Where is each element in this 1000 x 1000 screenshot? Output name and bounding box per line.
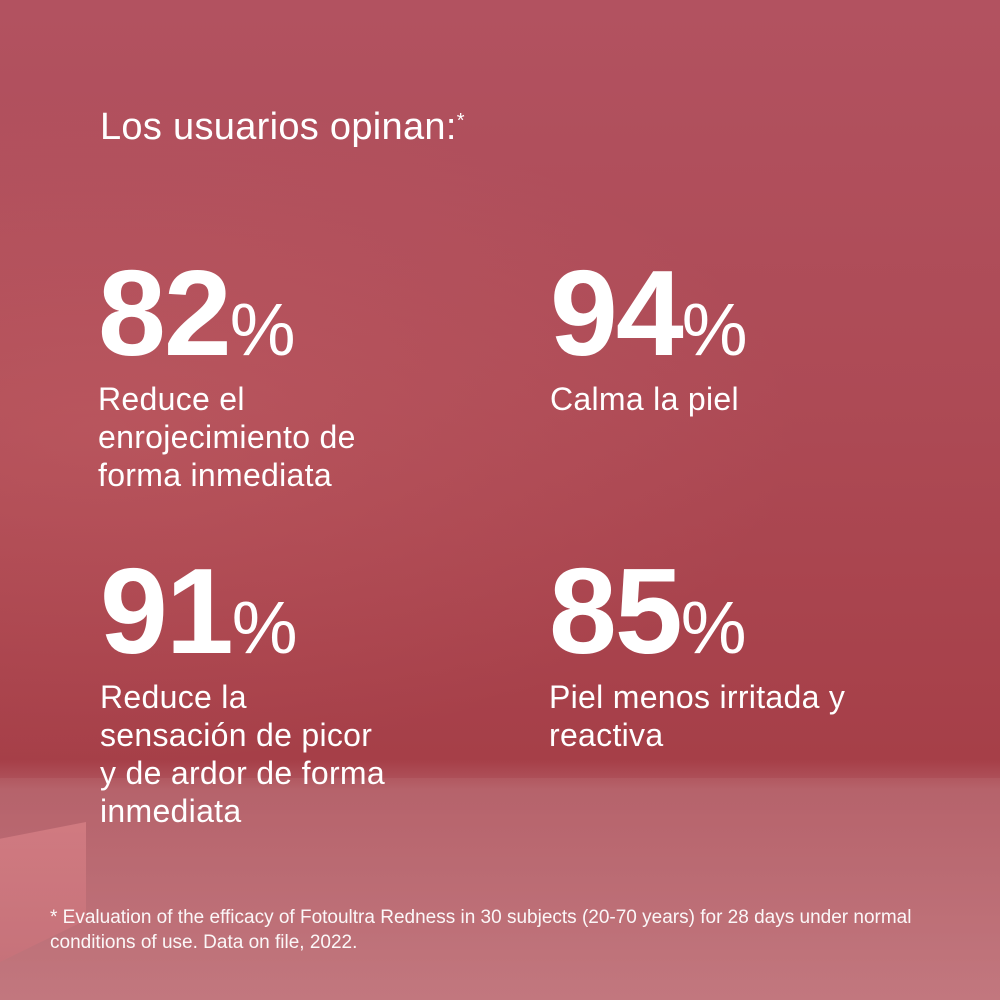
stat-label: Calma la piel: [550, 381, 739, 417]
background-wall: [0, 0, 1000, 780]
background-floor: [0, 778, 1000, 1000]
stat-label: Piel menos irritada y reactiva: [549, 679, 846, 753]
title-text: Los usuarios opinan:: [100, 106, 457, 148]
stat-value: 94%: [550, 252, 930, 374]
stat-94: 94% Calma la piel: [550, 252, 930, 418]
stat-82: 82% Reduce el enrojecimiento de forma in…: [98, 252, 418, 494]
stat-number: 82: [98, 245, 232, 381]
title-footnote-marker: *: [456, 110, 465, 132]
stat-value: 85%: [549, 550, 889, 672]
stat-unit: %: [681, 288, 748, 371]
stat-85: 85% Piel menos irritada y reactiva: [549, 550, 889, 754]
stat-91: 91% Reduce la sensación de picor y de ar…: [100, 550, 390, 830]
footnote: * Evaluation of the efficacy of Fotoultr…: [50, 907, 912, 953]
stat-value: 91%: [100, 550, 390, 672]
stat-label: Reduce la sensación de picor y de ardor …: [100, 679, 385, 829]
stat-number: 94: [550, 245, 684, 381]
stat-label: Reduce el enrojecimiento de forma inmedi…: [98, 381, 356, 493]
stat-value: 82%: [98, 252, 418, 374]
page-title: Los usuarios opinan:*: [100, 106, 465, 149]
stat-number: 85: [549, 543, 683, 679]
stat-number: 91: [100, 543, 234, 679]
stat-unit: %: [229, 288, 296, 371]
stat-unit: %: [231, 586, 298, 669]
stat-unit: %: [680, 586, 747, 669]
